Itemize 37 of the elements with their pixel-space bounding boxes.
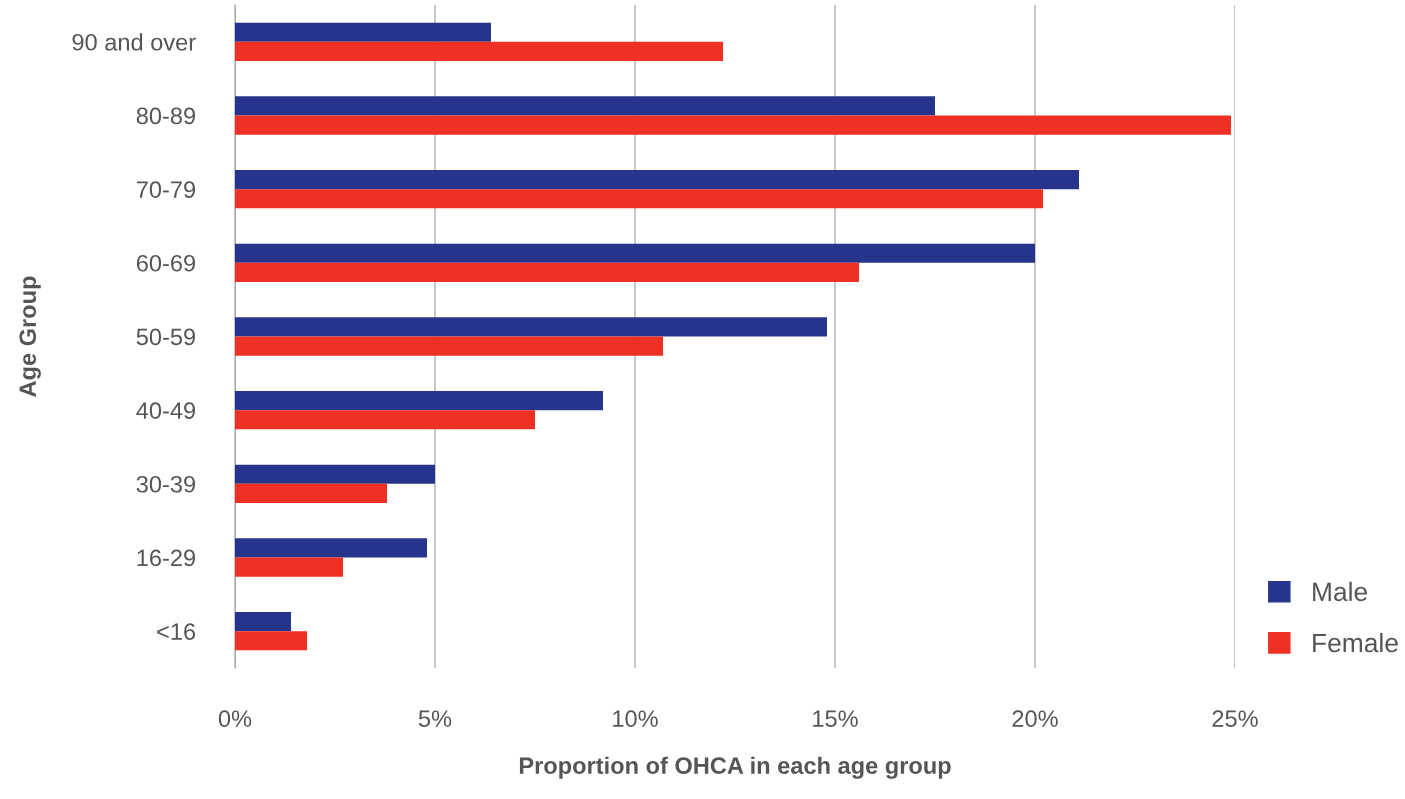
x-tick-label: 25%: [1212, 710, 1258, 728]
bar: [235, 464, 435, 484]
bar: [235, 41, 723, 61]
bar: [235, 336, 663, 356]
bar: [235, 189, 1043, 209]
x-axis-title: Proportion of OHCA in each age group: [519, 756, 951, 779]
bar: [235, 557, 343, 577]
bar: [235, 170, 1079, 190]
y-tick-label: <16: [157, 623, 196, 640]
y-tick-label: 70-79: [136, 181, 195, 198]
y-tick-label: 16-29: [137, 549, 195, 567]
bar: [235, 22, 491, 42]
bar: [235, 483, 387, 503]
y-axis-title: Age Group: [19, 276, 41, 397]
bar: [235, 538, 427, 558]
bar: [235, 631, 307, 651]
x-tick-label: 0%: [218, 710, 252, 728]
y-tick-label: 80-89: [136, 107, 195, 125]
bar: [235, 243, 1035, 263]
x-tick-label: 10%: [613, 710, 658, 728]
bar: [235, 391, 603, 411]
x-tick-label: 15%: [813, 710, 858, 728]
bar: [235, 612, 291, 632]
bar: [235, 115, 1231, 135]
y-tick-label: 40-49: [136, 402, 195, 419]
bar: [235, 317, 827, 337]
y-tick-label: 60-69: [136, 254, 195, 272]
y-tick-label: 30-39: [136, 475, 195, 493]
y-tick-label: 50-59: [136, 328, 195, 346]
bar: [235, 410, 535, 430]
bar: [235, 96, 935, 116]
x-tick-label: 5%: [418, 710, 452, 728]
bar: [235, 262, 859, 282]
legend-label: Female: [1313, 632, 1398, 653]
y-tick-label: 90 and over: [72, 33, 196, 51]
legend-label: Male: [1313, 581, 1367, 602]
x-tick-label: 20%: [1012, 710, 1058, 728]
